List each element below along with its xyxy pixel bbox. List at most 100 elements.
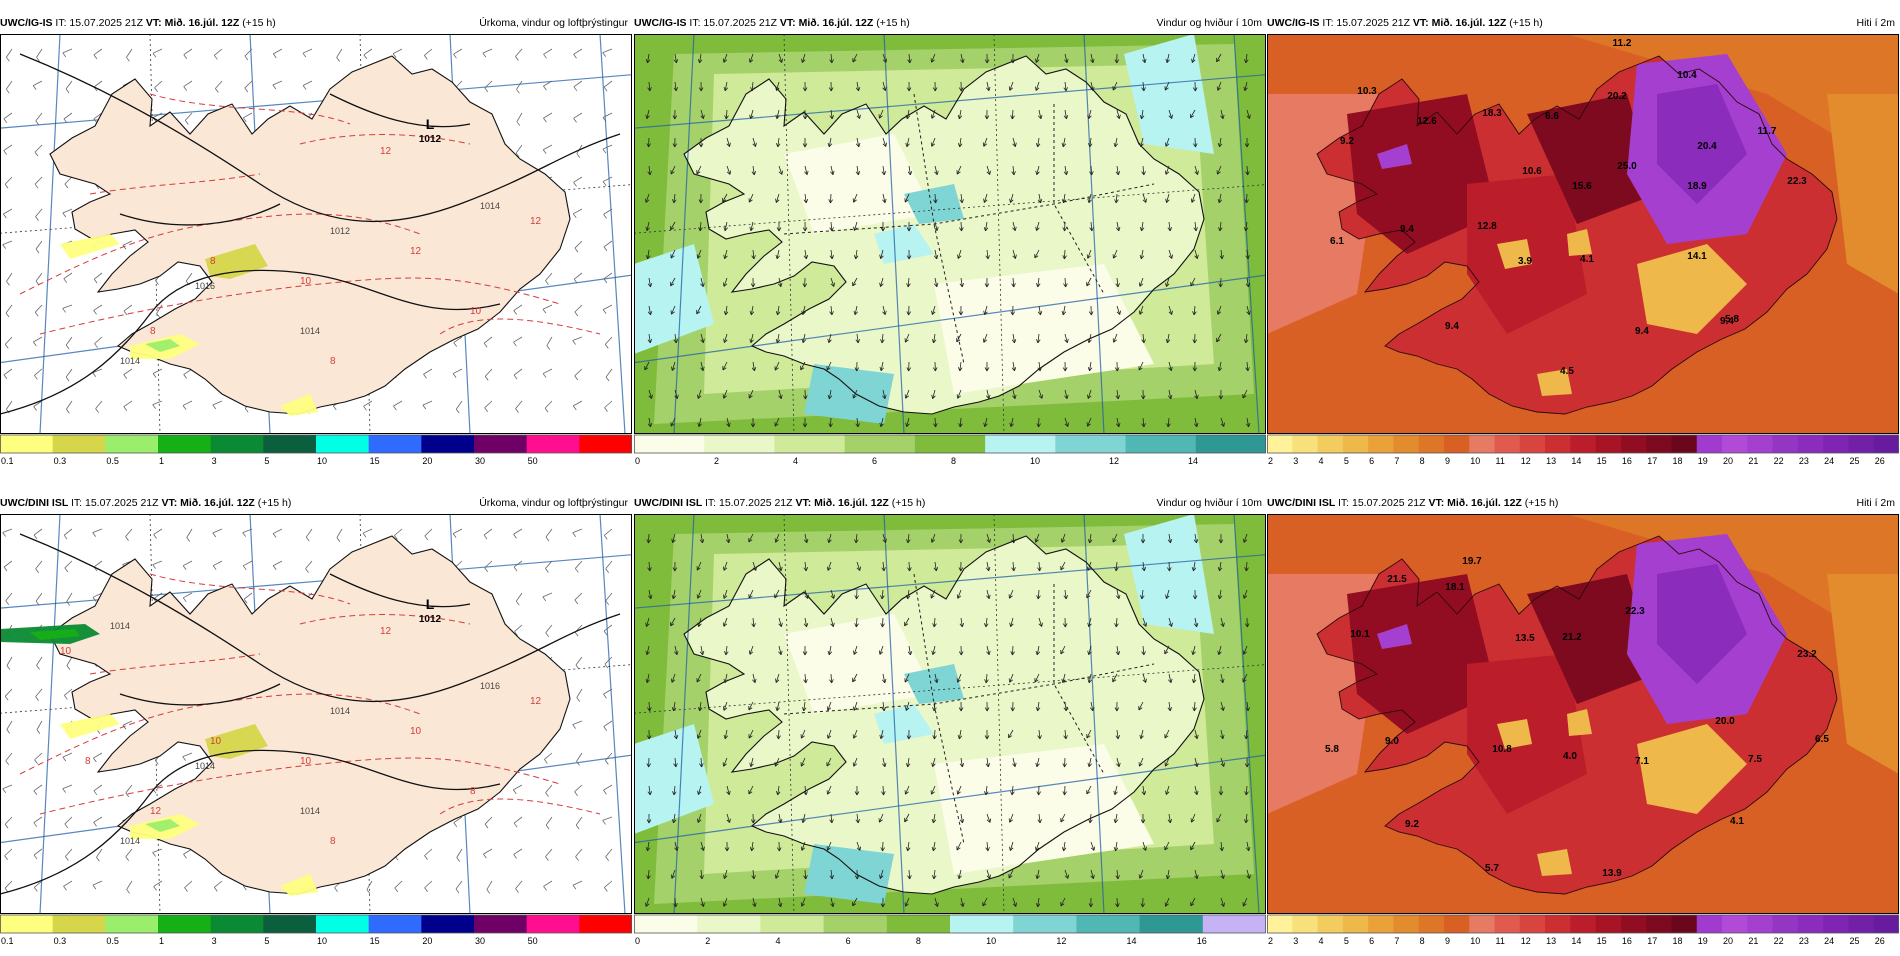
lead-time: (+15 h) — [258, 497, 292, 509]
panel-title: Úrkoma, vindur og loftþrýstingur — [479, 494, 628, 512]
colorbar-tick-label: 8 — [1420, 456, 1425, 466]
lead-time: (+15 h) — [892, 497, 926, 509]
temp-value-label: 22.3 — [1787, 176, 1807, 187]
temp-value-label: 7.1 — [1635, 756, 1649, 767]
panel-header: UWC/DINI ISL IT: 15.07.2025 21Z VT: Mið.… — [634, 494, 1266, 514]
colorbar-swatch — [1318, 915, 1344, 933]
model-name: UWC/IG-IS — [1267, 17, 1322, 29]
temp-value-label: 9.4 — [1400, 224, 1414, 235]
temp-contour-label: 8 — [470, 786, 476, 797]
model-name: UWC/IG-IS — [0, 17, 55, 29]
colorbar-tick-label: 4 — [793, 456, 798, 466]
temp-contour-label: 12 — [530, 696, 542, 707]
colorbar-swatch — [1621, 915, 1647, 933]
map-area — [634, 514, 1266, 914]
valid-time: VT: Mið. 16.júl. 12Z — [146, 17, 242, 29]
temp-value-label: 12.8 — [1477, 221, 1497, 232]
colorbar-swatch — [1140, 915, 1204, 933]
panel-header: UWC/IG-IS IT: 15.07.2025 21Z VT: Mið. 16… — [634, 14, 1266, 34]
colorbar-tick-label: 14 — [1188, 456, 1198, 466]
temp-value-label: 5.8 — [1325, 744, 1339, 755]
colorbar-swatch — [421, 435, 474, 453]
colorbar-tick-label: 5 — [264, 936, 269, 946]
colorbar-tick-label: 10 — [1470, 456, 1480, 466]
colorbar-swatch — [1697, 915, 1723, 933]
temp-contour-label: 10 — [60, 646, 72, 657]
colorbar-swatch — [1848, 435, 1874, 453]
panel-header: UWC/DINI ISL IT: 15.07.2025 21Z VT: Mið.… — [1267, 494, 1899, 514]
colorbar-swatch — [369, 435, 422, 453]
init-time: IT: 15.07.2025 21Z — [689, 17, 779, 29]
colorbar-tick-label: 3 — [1293, 936, 1298, 946]
colorbar-swatch — [985, 435, 1056, 453]
temp-value-label: 10.6 — [1522, 166, 1542, 177]
colorbar-swatch — [1419, 435, 1445, 453]
temp-value-label: 4.0 — [1563, 751, 1577, 762]
temp-contour-label: 12 — [380, 146, 392, 157]
isobar-label: 1012 — [330, 226, 350, 236]
panel-header: UWC/DINI ISL IT: 15.07.2025 21Z VT: Mið.… — [0, 494, 632, 514]
temp-contour-label: 12 — [150, 806, 162, 817]
colorbar-swatch — [1444, 915, 1470, 933]
model-name: UWC/DINI ISL — [0, 497, 71, 509]
isobar-label: 1014 — [195, 761, 215, 771]
colorbar-swatch — [1419, 915, 1445, 933]
temp-value-label: 20.4 — [1697, 141, 1717, 152]
colorbar-swatch — [105, 915, 158, 933]
colorbar-tick-label: 50 — [528, 936, 538, 946]
valid-time: VT: Mið. 16.júl. 12Z — [1428, 497, 1524, 509]
colorbar-tick-label: 50 — [528, 456, 538, 466]
temp-contour-label: 10 — [300, 756, 312, 767]
colorbar-tick-label: 1 — [159, 456, 164, 466]
pressure-low-value: 1012 — [419, 614, 442, 625]
colorbar-tick-label: 3 — [1293, 456, 1298, 466]
colorbar-swatch — [211, 435, 264, 453]
init-time: IT: 15.07.2025 21Z — [705, 497, 795, 509]
panel-title: Úrkoma, vindur og loftþrýstingur — [479, 14, 628, 32]
panel-title: Hiti í 2m — [1856, 14, 1895, 32]
temp-value-label: 18.9 — [1687, 181, 1707, 192]
colorbar-swatch — [1520, 915, 1546, 933]
colorbar-swatch — [1798, 915, 1824, 933]
colorbar-swatch — [774, 435, 845, 453]
colorbar-tick-label: 16 — [1622, 936, 1632, 946]
colorbar-swatch — [1823, 435, 1849, 453]
colorbar-tick-label: 0 — [635, 456, 640, 466]
isobar-label: 1014 — [120, 836, 140, 846]
colorbar-swatch — [824, 915, 888, 933]
colorbar-swatch — [1469, 915, 1495, 933]
colorbar-swatch — [1292, 435, 1318, 453]
isobar-label: 1016 — [195, 281, 215, 291]
colorbar-tick-label: 13 — [1546, 936, 1556, 946]
colorbar-tick-label: 12 — [1109, 456, 1119, 466]
temp-value-label: 12.6 — [1417, 116, 1437, 127]
colorbar-swatch — [0, 915, 53, 933]
colorbar-tick-label: 0.5 — [106, 936, 119, 946]
temp-value-label: 9.2 — [1340, 136, 1354, 147]
colorbar-tick-label: 6 — [872, 456, 877, 466]
lead-time: (+15 h) — [1509, 17, 1543, 29]
model-name: UWC/DINI ISL — [1267, 497, 1338, 509]
temp-value-label: 10.8 — [1492, 744, 1512, 755]
isobar-label: 1016 — [480, 681, 500, 691]
colorbar-swatch — [1393, 915, 1419, 933]
colorbar-tick-label: 17 — [1647, 936, 1657, 946]
colorbar-swatch — [1596, 435, 1622, 453]
map-panel: UWC/IG-IS IT: 15.07.2025 21Z VT: Mið. 16… — [634, 14, 1266, 476]
colorbar-swatch — [1343, 435, 1369, 453]
wind-speed-band — [804, 844, 894, 904]
colorbar-tick-label: 15 — [1597, 936, 1607, 946]
colorbar-swatch — [316, 915, 369, 933]
colorbar-tick-label: 0 — [635, 936, 640, 946]
colorbar-tick-label: 15 — [370, 456, 380, 466]
temp-value-label: 9.0 — [1385, 736, 1399, 747]
colorbar-tick-label: 21 — [1748, 456, 1758, 466]
colorbar-tick-label: 30 — [475, 936, 485, 946]
colorbar-tick-label: 2 — [1268, 936, 1273, 946]
colorbar-tick-label: 12 — [1521, 936, 1531, 946]
colorbar-tick-label: 22 — [1774, 936, 1784, 946]
